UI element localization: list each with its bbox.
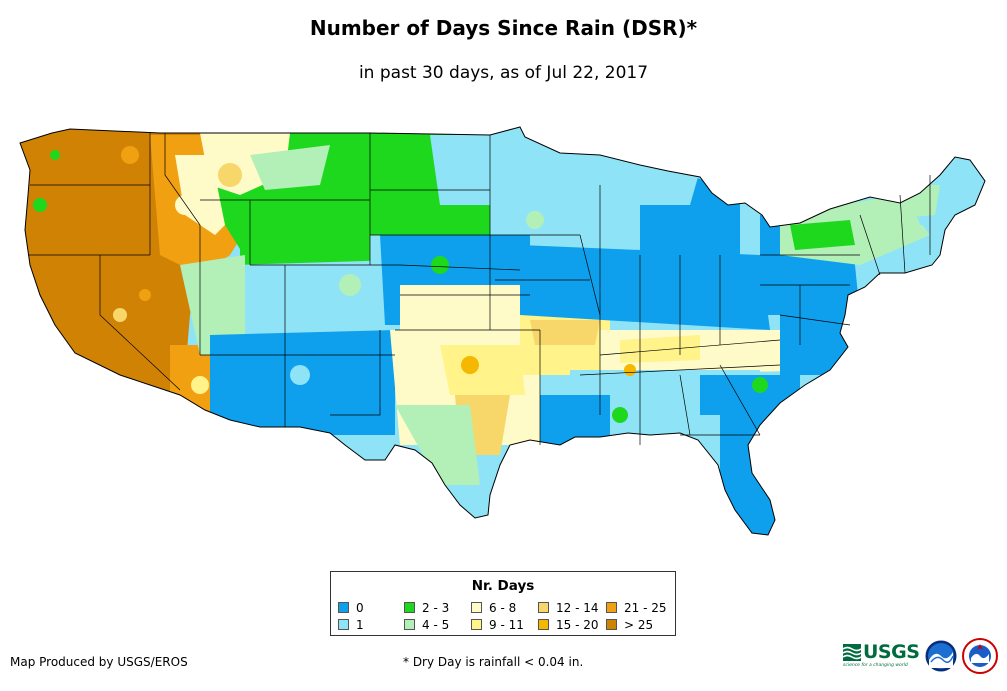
us-outline <box>19 126 986 536</box>
legend-label: 1 <box>356 618 364 632</box>
legend-swatch <box>606 602 617 613</box>
legend-item: 2 - 3 <box>404 601 464 615</box>
legend-title: Nr. Days <box>471 578 535 594</box>
legend-swatch <box>338 602 349 613</box>
legend-item: 15 - 20 <box>538 618 608 632</box>
legend-item: 1 <box>338 618 398 632</box>
legend-item: 12 - 14 <box>538 601 608 615</box>
legend-label: 2 - 3 <box>422 601 450 615</box>
legend-swatch <box>471 619 482 630</box>
usgs-logo: USGS science for a changing world <box>843 641 920 672</box>
dsr-regions <box>20 127 985 535</box>
legend-swatch <box>338 619 349 630</box>
legend-label: > 25 <box>624 618 654 632</box>
legend: Nr. Days 0 1 2 - 3 4 - 5 6 - 8 9 - 11 12… <box>330 571 676 636</box>
map-svg <box>19 126 986 536</box>
nws-logo-icon <box>962 638 998 674</box>
legend-item: > 25 <box>606 618 672 632</box>
legend-swatch <box>404 602 415 613</box>
usgs-wave-icon <box>843 644 861 661</box>
legend-label: 0 <box>356 601 364 615</box>
credit-text: Map Produced by USGS/EROS <box>10 655 188 669</box>
legend-item: 6 - 8 <box>471 601 531 615</box>
state-boundaries <box>28 133 931 445</box>
legend-label: 9 - 11 <box>489 618 524 632</box>
legend-label: 15 - 20 <box>556 618 599 632</box>
us-dsr-map <box>0 115 1007 555</box>
legend-label: 4 - 5 <box>422 618 450 632</box>
legend-item: 4 - 5 <box>404 618 464 632</box>
legend-item: 21 - 25 <box>606 601 672 615</box>
legend-swatch <box>471 602 482 613</box>
legend-swatch <box>538 619 549 630</box>
footnote-text: * Dry Day is rainfall < 0.04 in. <box>403 655 584 669</box>
legend-swatch <box>538 602 549 613</box>
map-title: Number of Days Since Rain (DSR)* <box>309 16 698 40</box>
noaa-logo-icon <box>925 640 957 672</box>
legend-item: 0 <box>338 601 398 615</box>
legend-swatch <box>404 619 415 630</box>
usgs-wordmark: USGS <box>863 641 920 663</box>
map-subtitle: in past 30 days, as of Jul 22, 2017 <box>358 63 649 83</box>
legend-label: 6 - 8 <box>489 601 517 615</box>
legend-label: 21 - 25 <box>624 601 667 615</box>
legend-label: 12 - 14 <box>556 601 599 615</box>
usgs-tagline: science for a changing world <box>843 663 908 668</box>
legend-swatch <box>606 619 617 630</box>
legend-item: 9 - 11 <box>471 618 531 632</box>
